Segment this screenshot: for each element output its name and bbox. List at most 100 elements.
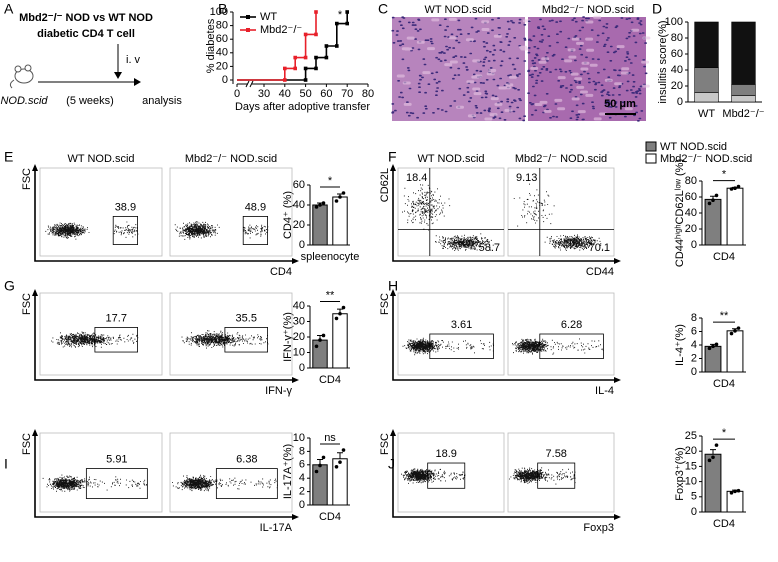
plot-frame — [169, 167, 293, 257]
bar-segment — [694, 92, 719, 103]
bar — [332, 313, 348, 369]
axis — [232, 12, 368, 85]
data-point — [733, 186, 737, 190]
y-tick-label: 100 — [210, 6, 228, 18]
y-axis-label: CD44ʰⁱᵍʰCD62Lˡᵒʷ (%) — [674, 159, 686, 267]
bar — [704, 453, 722, 513]
y-tick-label: 8 — [691, 312, 697, 324]
x-axis-label: spleenocyte — [301, 251, 360, 263]
flow-dots — [402, 184, 494, 252]
y-tick-label: 40 — [293, 199, 305, 211]
point — [283, 66, 287, 71]
bar — [312, 204, 328, 246]
data-point — [711, 344, 715, 349]
quadrant-lines — [398, 168, 504, 256]
data-point — [729, 331, 734, 336]
data-point — [318, 338, 322, 342]
gate — [215, 468, 278, 499]
quadrant-value: 18.4 — [406, 172, 427, 184]
bar — [312, 339, 328, 369]
legend-marker — [246, 15, 250, 19]
nuclei — [527, 16, 648, 122]
x-axis-label: IFN-γ — [265, 385, 292, 397]
axis-break — [245, 80, 254, 88]
y-axis-label: FSC — [379, 293, 391, 315]
y-tick-label: 80 — [216, 20, 228, 32]
x-axis-label: CD44 — [586, 266, 614, 278]
error-bar — [710, 449, 716, 455]
y-axis-label: FSC — [21, 293, 33, 315]
flow-dots — [401, 468, 466, 484]
point — [345, 21, 349, 26]
plot-frame — [507, 432, 615, 513]
data-point — [334, 199, 339, 203]
error-bar — [337, 452, 343, 459]
gate — [85, 468, 148, 499]
x-tick-label: 80 — [362, 88, 374, 100]
x-axis-label: Days after adoptive transfer — [235, 101, 370, 113]
flow-dots — [509, 467, 576, 485]
gate-value: 17.7 — [106, 312, 127, 324]
x-tick-label: 0 — [234, 88, 240, 100]
axis-arrow — [390, 289, 621, 383]
x-axis-label: IL-17A — [260, 522, 293, 534]
y-tick-label: 0 — [691, 506, 697, 518]
x-tick-label: 60 — [320, 88, 332, 100]
legend-swatch — [645, 153, 657, 164]
y-axis-label: FSC — [21, 433, 33, 455]
diagram-title: diabetic CD4 T cell — [37, 28, 135, 40]
gate — [94, 327, 139, 353]
gate-value: 7.58 — [546, 448, 567, 460]
plot-frame — [169, 432, 293, 513]
y-tick-label: 0 — [222, 74, 228, 86]
y-tick-label: 25 — [685, 430, 697, 442]
axis-arrow — [32, 429, 299, 520]
significance-label: ** — [326, 289, 335, 301]
point — [283, 78, 287, 82]
gate-value: 35.5 — [236, 312, 257, 324]
flow-axes — [392, 291, 618, 381]
quadrant-lines — [508, 168, 614, 256]
y-tick-label: 0 — [299, 239, 305, 251]
flow-dots — [181, 330, 269, 349]
data-point — [711, 198, 715, 202]
panel-label: A — [4, 1, 14, 17]
point — [314, 66, 318, 71]
significance-label: * — [328, 175, 333, 187]
gate — [242, 215, 268, 245]
legend-label: Mbd2⁻/⁻ NOD.scid — [660, 153, 752, 165]
plot-frame — [39, 292, 163, 376]
arrow-head — [114, 72, 122, 79]
recipient-label: NOD.scid — [0, 95, 48, 107]
quadrant-value: 58.7 — [479, 242, 500, 254]
data-point — [707, 458, 712, 463]
axis-arrow — [32, 164, 299, 264]
plot-title: Mbd2⁻/⁻ NOD.scid — [185, 153, 277, 165]
y-tick-label: 20 — [293, 331, 305, 343]
x-tick-label: Mbd2⁻/⁻ — [722, 108, 764, 120]
bar — [704, 345, 722, 373]
y-tick-label: 10 — [293, 432, 305, 444]
data-point — [318, 463, 322, 468]
legend-swatch — [645, 141, 657, 152]
gate-value: 6.28 — [561, 319, 582, 331]
flow-axes — [34, 431, 296, 518]
y-tick-label: 60 — [216, 33, 228, 45]
y-axis-label: IL-4⁺(%) — [674, 324, 686, 366]
gate-value: 5.91 — [106, 453, 127, 465]
data-point — [341, 191, 346, 195]
x-tick-label: 30 — [258, 88, 270, 100]
data-point — [736, 184, 741, 189]
gate — [224, 327, 268, 353]
point — [303, 32, 308, 37]
point — [345, 10, 349, 14]
data-point — [314, 344, 319, 349]
gate-value: 6.38 — [236, 453, 257, 465]
panel-label: D — [652, 1, 662, 17]
mouse-icon — [9, 64, 34, 89]
gate-value: 18.9 — [436, 448, 457, 460]
y-tick-label: 15 — [685, 460, 697, 472]
y-tick-label: 20 — [685, 445, 697, 457]
gate-value: 38.9 — [115, 201, 136, 213]
tissue — [396, 17, 531, 121]
